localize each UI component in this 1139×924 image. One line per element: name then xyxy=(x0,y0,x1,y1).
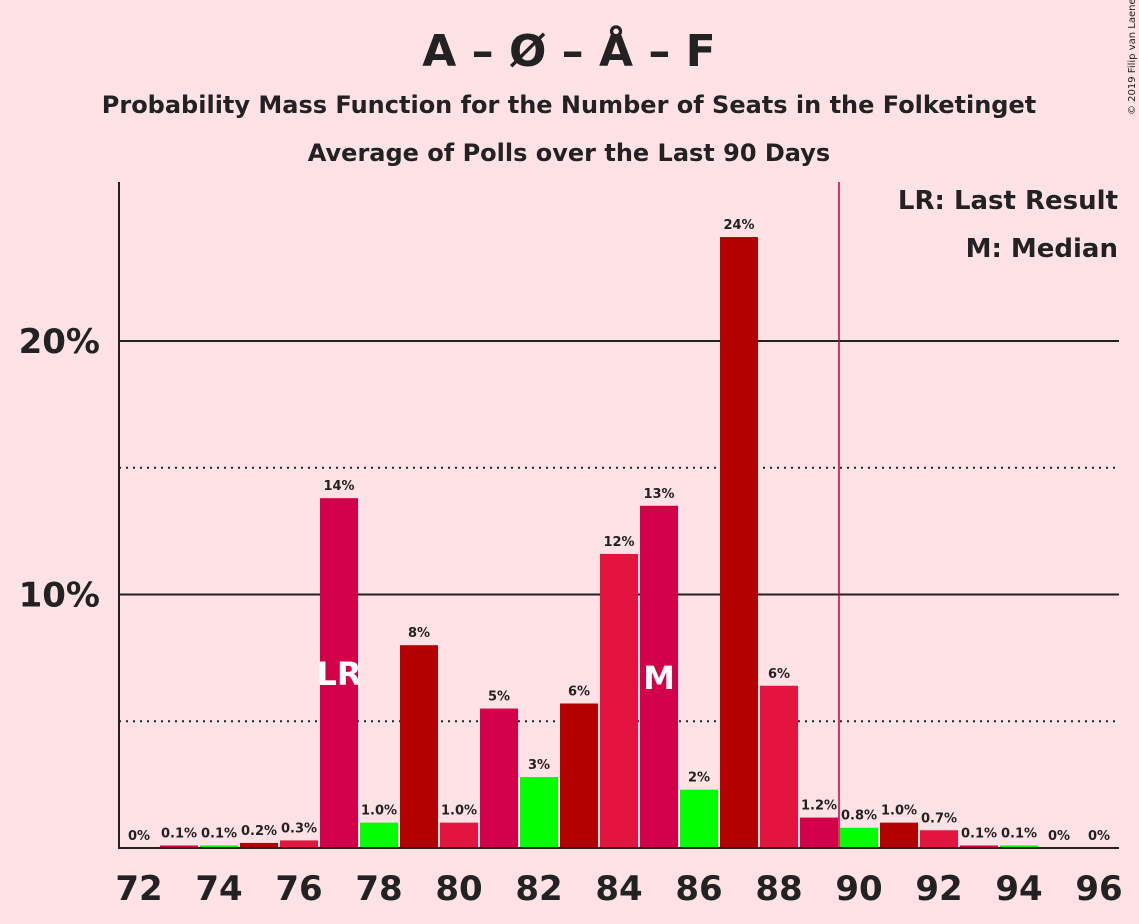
x-tick-label: 72 xyxy=(115,869,162,909)
x-tick-label: 84 xyxy=(595,869,642,909)
data-label: 0.2% xyxy=(241,824,277,839)
data-label: 3% xyxy=(528,758,550,773)
data-label: 0% xyxy=(1048,829,1070,844)
chart-title: A – Ø – Å – F xyxy=(422,24,715,77)
x-tick-label: 88 xyxy=(755,869,802,909)
bar xyxy=(520,777,558,848)
bar xyxy=(200,845,238,848)
data-label: 0.1% xyxy=(161,826,197,841)
data-label: 1.0% xyxy=(881,804,917,819)
x-tick-label: 86 xyxy=(675,869,722,909)
data-label: 0.1% xyxy=(201,826,237,841)
bar xyxy=(880,822,918,848)
data-label: 12% xyxy=(603,535,634,550)
data-label: 6% xyxy=(768,667,790,682)
median-marker: M xyxy=(643,659,675,697)
last-result-marker: LR xyxy=(316,655,361,693)
x-tick-label: 74 xyxy=(195,869,242,909)
bar xyxy=(760,685,798,848)
data-label: 2% xyxy=(688,771,710,786)
data-label: 1.0% xyxy=(361,804,397,819)
bar xyxy=(640,505,678,848)
chart-subtitle: Probability Mass Function for the Number… xyxy=(102,91,1036,119)
bar xyxy=(320,498,358,848)
data-label: 6% xyxy=(568,685,590,700)
data-label: 0.3% xyxy=(281,821,317,836)
data-label: 0.1% xyxy=(961,826,997,841)
bar xyxy=(840,827,878,848)
bar xyxy=(960,845,998,848)
data-label: 13% xyxy=(643,487,674,502)
bar xyxy=(240,842,278,848)
bar xyxy=(560,703,598,848)
data-label: 8% xyxy=(408,626,430,641)
bar xyxy=(600,553,638,848)
bar xyxy=(800,817,838,848)
credit: © 2019 Filip van Laenen xyxy=(1127,0,1138,115)
bar xyxy=(680,789,718,848)
x-tick-label: 96 xyxy=(1075,869,1122,909)
data-label: 0% xyxy=(128,829,150,844)
data-label: 1.0% xyxy=(441,804,477,819)
data-label: 24% xyxy=(723,218,754,233)
chart-subtitle-2: Average of Polls over the Last 90 Days xyxy=(308,139,830,167)
bar xyxy=(720,237,758,848)
bar xyxy=(1000,845,1038,848)
legend-median: M: Median xyxy=(966,234,1118,264)
bar xyxy=(920,830,958,848)
y-tick-label: 20% xyxy=(19,322,100,362)
bar xyxy=(160,845,198,848)
data-label: 0.8% xyxy=(841,809,877,824)
data-label: 14% xyxy=(323,479,354,494)
x-tick-label: 94 xyxy=(995,869,1042,909)
data-label: 0.7% xyxy=(921,811,957,826)
legend-last-result: LR: Last Result xyxy=(898,186,1118,216)
data-label: 0.1% xyxy=(1001,826,1037,841)
x-tick-label: 78 xyxy=(355,869,402,909)
bar xyxy=(400,645,438,848)
bar xyxy=(440,822,478,848)
x-tick-label: 92 xyxy=(915,869,962,909)
bars: 0% 0.1% 0.1% 0.2% 0.3% 14% 1.0% 8% 1.0% 5% 3% 6% 12%… xyxy=(128,182,1110,848)
gridlines: 10% 20% xyxy=(19,322,1119,723)
bar xyxy=(360,822,398,848)
data-label: 1.2% xyxy=(801,799,837,814)
x-tick-label: 80 xyxy=(435,869,482,909)
x-tick-label: 82 xyxy=(515,869,562,909)
data-label: 0% xyxy=(1088,829,1110,844)
data-label: 5% xyxy=(488,690,510,705)
bar xyxy=(480,708,518,848)
x-tick-label: 90 xyxy=(835,869,882,909)
axes: 72 74 76 78 80 82 84 86 88 90 92 94 96 xyxy=(115,182,1123,909)
y-tick-label: 10% xyxy=(19,576,100,616)
bar xyxy=(280,840,318,848)
x-tick-label: 76 xyxy=(275,869,322,909)
